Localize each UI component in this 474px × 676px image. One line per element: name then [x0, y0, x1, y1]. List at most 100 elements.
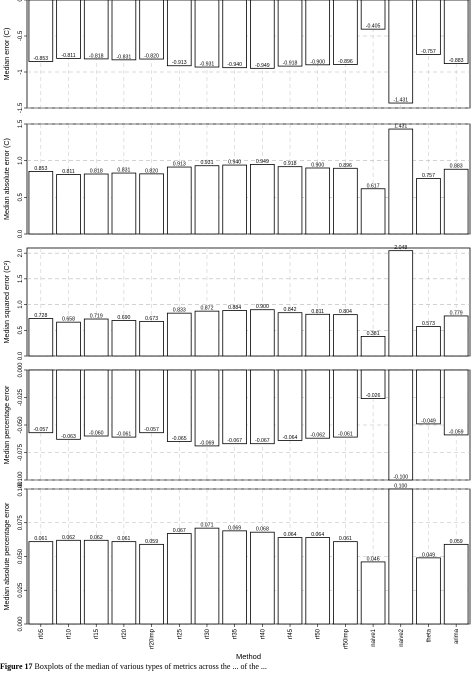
bar [83, 369, 109, 437]
data-label: -1.431 [393, 98, 408, 104]
data-label: 0.833 [173, 308, 186, 314]
data-label: -0.853 [33, 56, 48, 62]
bar [250, 369, 275, 445]
y-tick-label: 0 [18, 0, 24, 2]
data-label: 1.431 [394, 124, 407, 130]
bar [277, 0, 303, 67]
data-label: -0.896 [338, 59, 353, 65]
data-label: -0.940 [227, 62, 242, 68]
data-label: -0.811 [61, 53, 75, 59]
bar [360, 0, 386, 30]
bar [139, 543, 164, 625]
bar [166, 312, 192, 357]
panel-1: 0 -0.5 -1 -1.5 -0.853 -0.811 -0.818 -0.831 -0.82… [2, 0, 471, 113]
y-tick-label: 1.0 [18, 156, 24, 165]
y-tick-label: 1.5 [18, 274, 24, 283]
data-label: 0.049 [422, 552, 435, 558]
bar [194, 310, 220, 357]
data-label: 0.100 [394, 484, 407, 490]
x-tick-label: theta [426, 628, 432, 642]
bar [443, 315, 469, 357]
bar [83, 0, 109, 60]
bar [166, 533, 192, 625]
bar [56, 369, 81, 440]
bar [194, 369, 220, 447]
y-tick-label: 1.0 [18, 300, 24, 309]
bar [28, 0, 54, 62]
data-label: 0.061 [34, 536, 47, 542]
bar [360, 336, 386, 357]
data-label: -0.405 [366, 24, 381, 30]
x-tick-label: rf20imp [150, 628, 156, 649]
y-tick-label: 2.0 [18, 248, 24, 257]
y-tick-label: 1.5 [18, 119, 24, 128]
y-tick-label: -1 [18, 69, 24, 75]
data-label: 0.690 [117, 315, 130, 321]
y-tick-label: 0.5 [18, 325, 24, 334]
bar [28, 171, 54, 235]
bar [277, 312, 303, 357]
bar [56, 174, 81, 235]
data-label: 0.883 [450, 164, 463, 170]
data-label: 0.811 [311, 309, 324, 315]
bar [443, 0, 469, 64]
y-tick-label: -0.5 [18, 30, 24, 41]
data-label: -0.064 [283, 435, 298, 441]
bar [56, 0, 81, 59]
data-label: 0.068 [256, 527, 269, 533]
x-tick-label: rf40 [260, 628, 266, 639]
data-label: 0.900 [256, 304, 269, 310]
y-tick-label: 0.100 [18, 481, 24, 497]
bar [111, 320, 137, 357]
bar [139, 0, 164, 60]
data-label: 0.913 [173, 162, 186, 168]
bar [416, 0, 441, 55]
data-label: 0.061 [339, 536, 352, 542]
bar [111, 541, 137, 625]
data-label: -0.883 [449, 58, 464, 64]
bar [333, 314, 358, 357]
bar [443, 369, 469, 436]
data-label: 0.067 [173, 528, 186, 534]
bar [277, 369, 303, 441]
bar [111, 369, 137, 438]
data-label: -0.067 [227, 438, 242, 444]
panel-frame [26, 247, 471, 357]
data-label: 0.918 [284, 161, 297, 167]
x-tick-label: rf45 [288, 628, 294, 639]
data-label: -0.818 [89, 53, 104, 59]
x-tick-label: rf20 [122, 628, 128, 639]
data-label: -0.059 [449, 429, 464, 435]
data-label: -0.900 [310, 59, 325, 65]
bar [83, 318, 109, 357]
data-label: -0.060 [89, 431, 104, 437]
bar [28, 369, 54, 434]
bar [416, 178, 441, 235]
data-label: 0.728 [34, 313, 47, 319]
caption-label: Figure 17 [0, 662, 33, 671]
data-label: -0.067 [255, 438, 270, 444]
data-label: -0.931 [200, 62, 215, 68]
data-label: -0.061 [117, 432, 132, 438]
data-label: 2.048 [394, 245, 407, 251]
data-label: 0.900 [311, 163, 324, 169]
panel-frame [26, 123, 471, 235]
data-label: 0.896 [339, 163, 352, 169]
data-label: 0.061 [117, 536, 130, 542]
x-tick-label: rf50imp [343, 628, 349, 649]
bar [28, 541, 54, 625]
bar [305, 369, 331, 439]
data-label: -0.069 [200, 440, 215, 446]
y-tick-label: 0.000 [18, 616, 24, 632]
caption-text: Boxplots of the median of various types … [34, 662, 267, 671]
y-tick-label: 0.000 [18, 362, 24, 378]
bar [166, 0, 192, 67]
x-tick-label: rf15 [94, 628, 100, 639]
x-tick-label: naive1 [371, 628, 377, 646]
y-tick-label: -0.100 [18, 471, 24, 489]
bar [222, 369, 247, 445]
data-label: 0.064 [311, 532, 324, 538]
x-axis-title: Method [236, 652, 261, 661]
data-label: -0.057 [144, 427, 159, 433]
bar [360, 369, 386, 400]
